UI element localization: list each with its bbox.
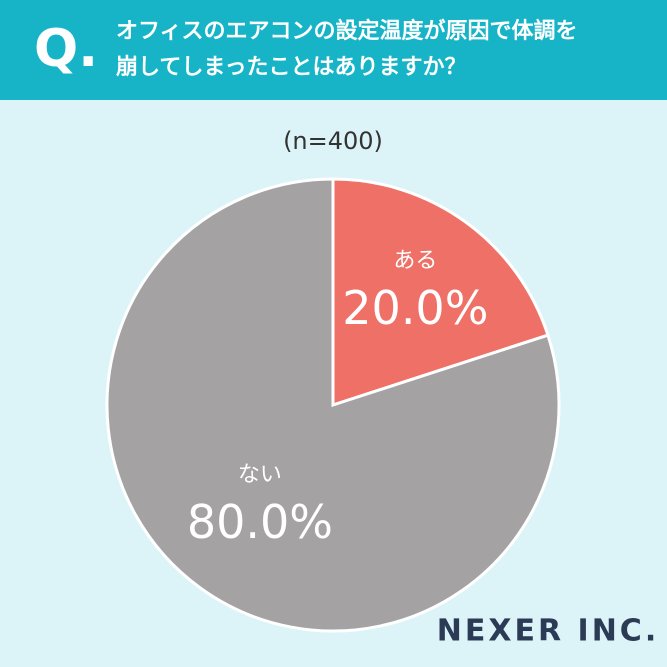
slice-value-label: 80.0% [187,495,333,549]
chart-title: オフィスのエアコンの設定温度が原因で体調を崩してしまったことはありますか？ [116,19,578,80]
header: Q. オフィスのエアコンの設定温度が原因で体調を崩してしまったことはありますか？ [0,0,667,100]
chart-subtitle: (n=400) [283,127,383,155]
pie-slice [105,177,561,633]
slice-category-label: ある [393,249,437,274]
pie-slice [331,177,550,408]
question-mark: Q. [34,19,98,79]
slice-category-label: ない [238,463,282,488]
chart: (n=400) ある 20.0% ない 80.0% NEXER INC. [105,127,659,649]
slice-value-label: 20.0% [342,281,488,335]
brand: NEXER INC. [437,614,659,649]
